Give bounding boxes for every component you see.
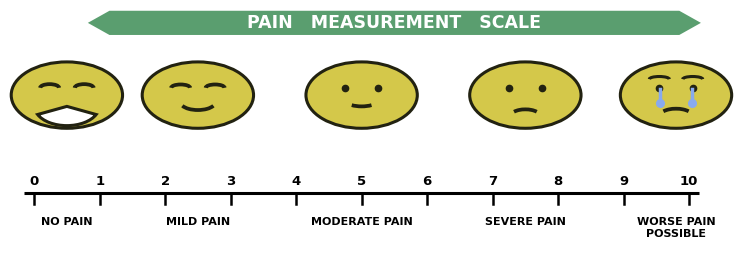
Text: 4: 4: [292, 175, 301, 188]
Text: 5: 5: [357, 175, 366, 188]
Polygon shape: [88, 11, 701, 35]
Text: SEVERE PAIN: SEVERE PAIN: [485, 217, 565, 227]
Text: 2: 2: [160, 175, 169, 188]
Wedge shape: [38, 106, 96, 126]
Circle shape: [11, 62, 122, 128]
Text: MODERATE PAIN: MODERATE PAIN: [311, 217, 413, 227]
Text: 9: 9: [619, 175, 628, 188]
Text: 0: 0: [29, 175, 39, 188]
Text: 10: 10: [680, 175, 699, 188]
Text: 6: 6: [423, 175, 432, 188]
Circle shape: [142, 62, 253, 128]
Circle shape: [306, 62, 417, 128]
Circle shape: [469, 62, 581, 128]
Text: PAIN   MEASUREMENT   SCALE: PAIN MEASUREMENT SCALE: [247, 14, 541, 32]
Text: NO PAIN: NO PAIN: [41, 217, 93, 227]
Text: 1: 1: [95, 175, 104, 188]
Text: MILD PAIN: MILD PAIN: [166, 217, 230, 227]
Text: 3: 3: [226, 175, 235, 188]
Text: 8: 8: [553, 175, 562, 188]
Text: WORSE PAIN
POSSIBLE: WORSE PAIN POSSIBLE: [637, 217, 715, 239]
Text: 7: 7: [488, 175, 497, 188]
Circle shape: [621, 62, 732, 128]
